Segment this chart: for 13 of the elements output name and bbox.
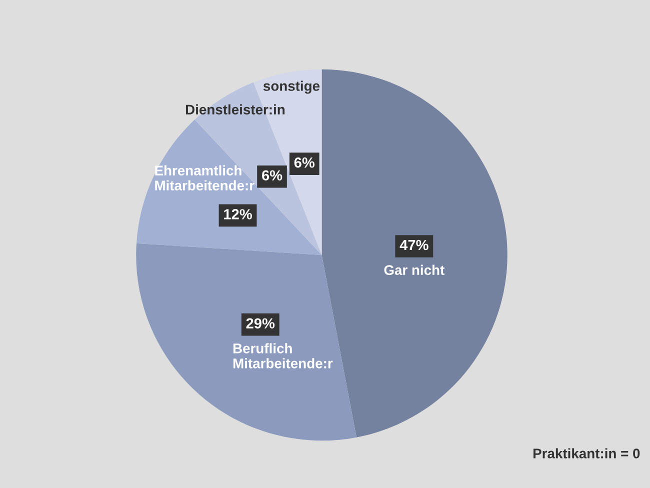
data-label: 12% [224, 209, 252, 220]
slice-label: Beruflich Mitarbeitende:r [233, 343, 333, 368]
text: Praktikant:in = 0 [534, 448, 640, 458]
data-label: 29% [246, 318, 275, 329]
pie-slice [136, 243, 357, 441]
pie-slice [136, 120, 322, 255]
data-label: 6% [294, 157, 315, 168]
slice-label: Gar nicht [384, 264, 444, 276]
slice-label: Ehrenamtlich Mitarbeitende:r [155, 165, 254, 190]
slice-label: sonstige [263, 80, 320, 94]
data-label: 6% [262, 170, 282, 181]
data-label: 47% [400, 240, 428, 250]
slice-label: Dienstleister:in [186, 104, 285, 115]
